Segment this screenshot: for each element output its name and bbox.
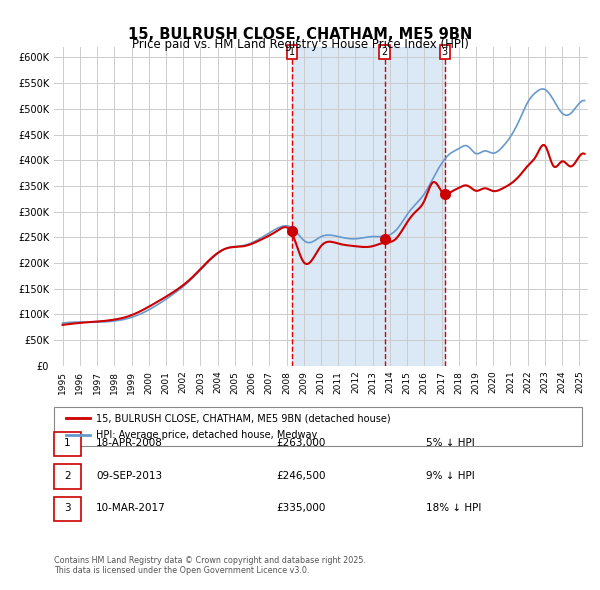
Text: Price paid vs. HM Land Registry's House Price Index (HPI): Price paid vs. HM Land Registry's House … bbox=[131, 38, 469, 51]
Text: 10-MAR-2017: 10-MAR-2017 bbox=[96, 503, 166, 513]
Text: 18% ↓ HPI: 18% ↓ HPI bbox=[426, 503, 481, 513]
Text: £335,000: £335,000 bbox=[276, 503, 325, 513]
Text: 1: 1 bbox=[64, 438, 71, 448]
Text: Contains HM Land Registry data © Crown copyright and database right 2025.
This d: Contains HM Land Registry data © Crown c… bbox=[54, 556, 366, 575]
Text: £263,000: £263,000 bbox=[276, 438, 325, 448]
Bar bbox=[292, 47, 445, 366]
Text: 2: 2 bbox=[382, 47, 388, 57]
Text: 3: 3 bbox=[442, 47, 448, 57]
Text: 15, BULRUSH CLOSE, CHATHAM, ME5 9BN (detached house): 15, BULRUSH CLOSE, CHATHAM, ME5 9BN (det… bbox=[96, 414, 391, 423]
Text: 18-APR-2008: 18-APR-2008 bbox=[96, 438, 163, 448]
Text: 3: 3 bbox=[64, 503, 71, 513]
Text: 2: 2 bbox=[64, 471, 71, 481]
Text: £246,500: £246,500 bbox=[276, 471, 325, 481]
Text: HPI: Average price, detached house, Medway: HPI: Average price, detached house, Medw… bbox=[96, 430, 317, 440]
Text: 5% ↓ HPI: 5% ↓ HPI bbox=[426, 438, 475, 448]
Text: 1: 1 bbox=[289, 47, 295, 57]
Text: 09-SEP-2013: 09-SEP-2013 bbox=[96, 471, 162, 481]
Text: 15, BULRUSH CLOSE, CHATHAM, ME5 9BN: 15, BULRUSH CLOSE, CHATHAM, ME5 9BN bbox=[128, 27, 472, 41]
Text: 9% ↓ HPI: 9% ↓ HPI bbox=[426, 471, 475, 481]
